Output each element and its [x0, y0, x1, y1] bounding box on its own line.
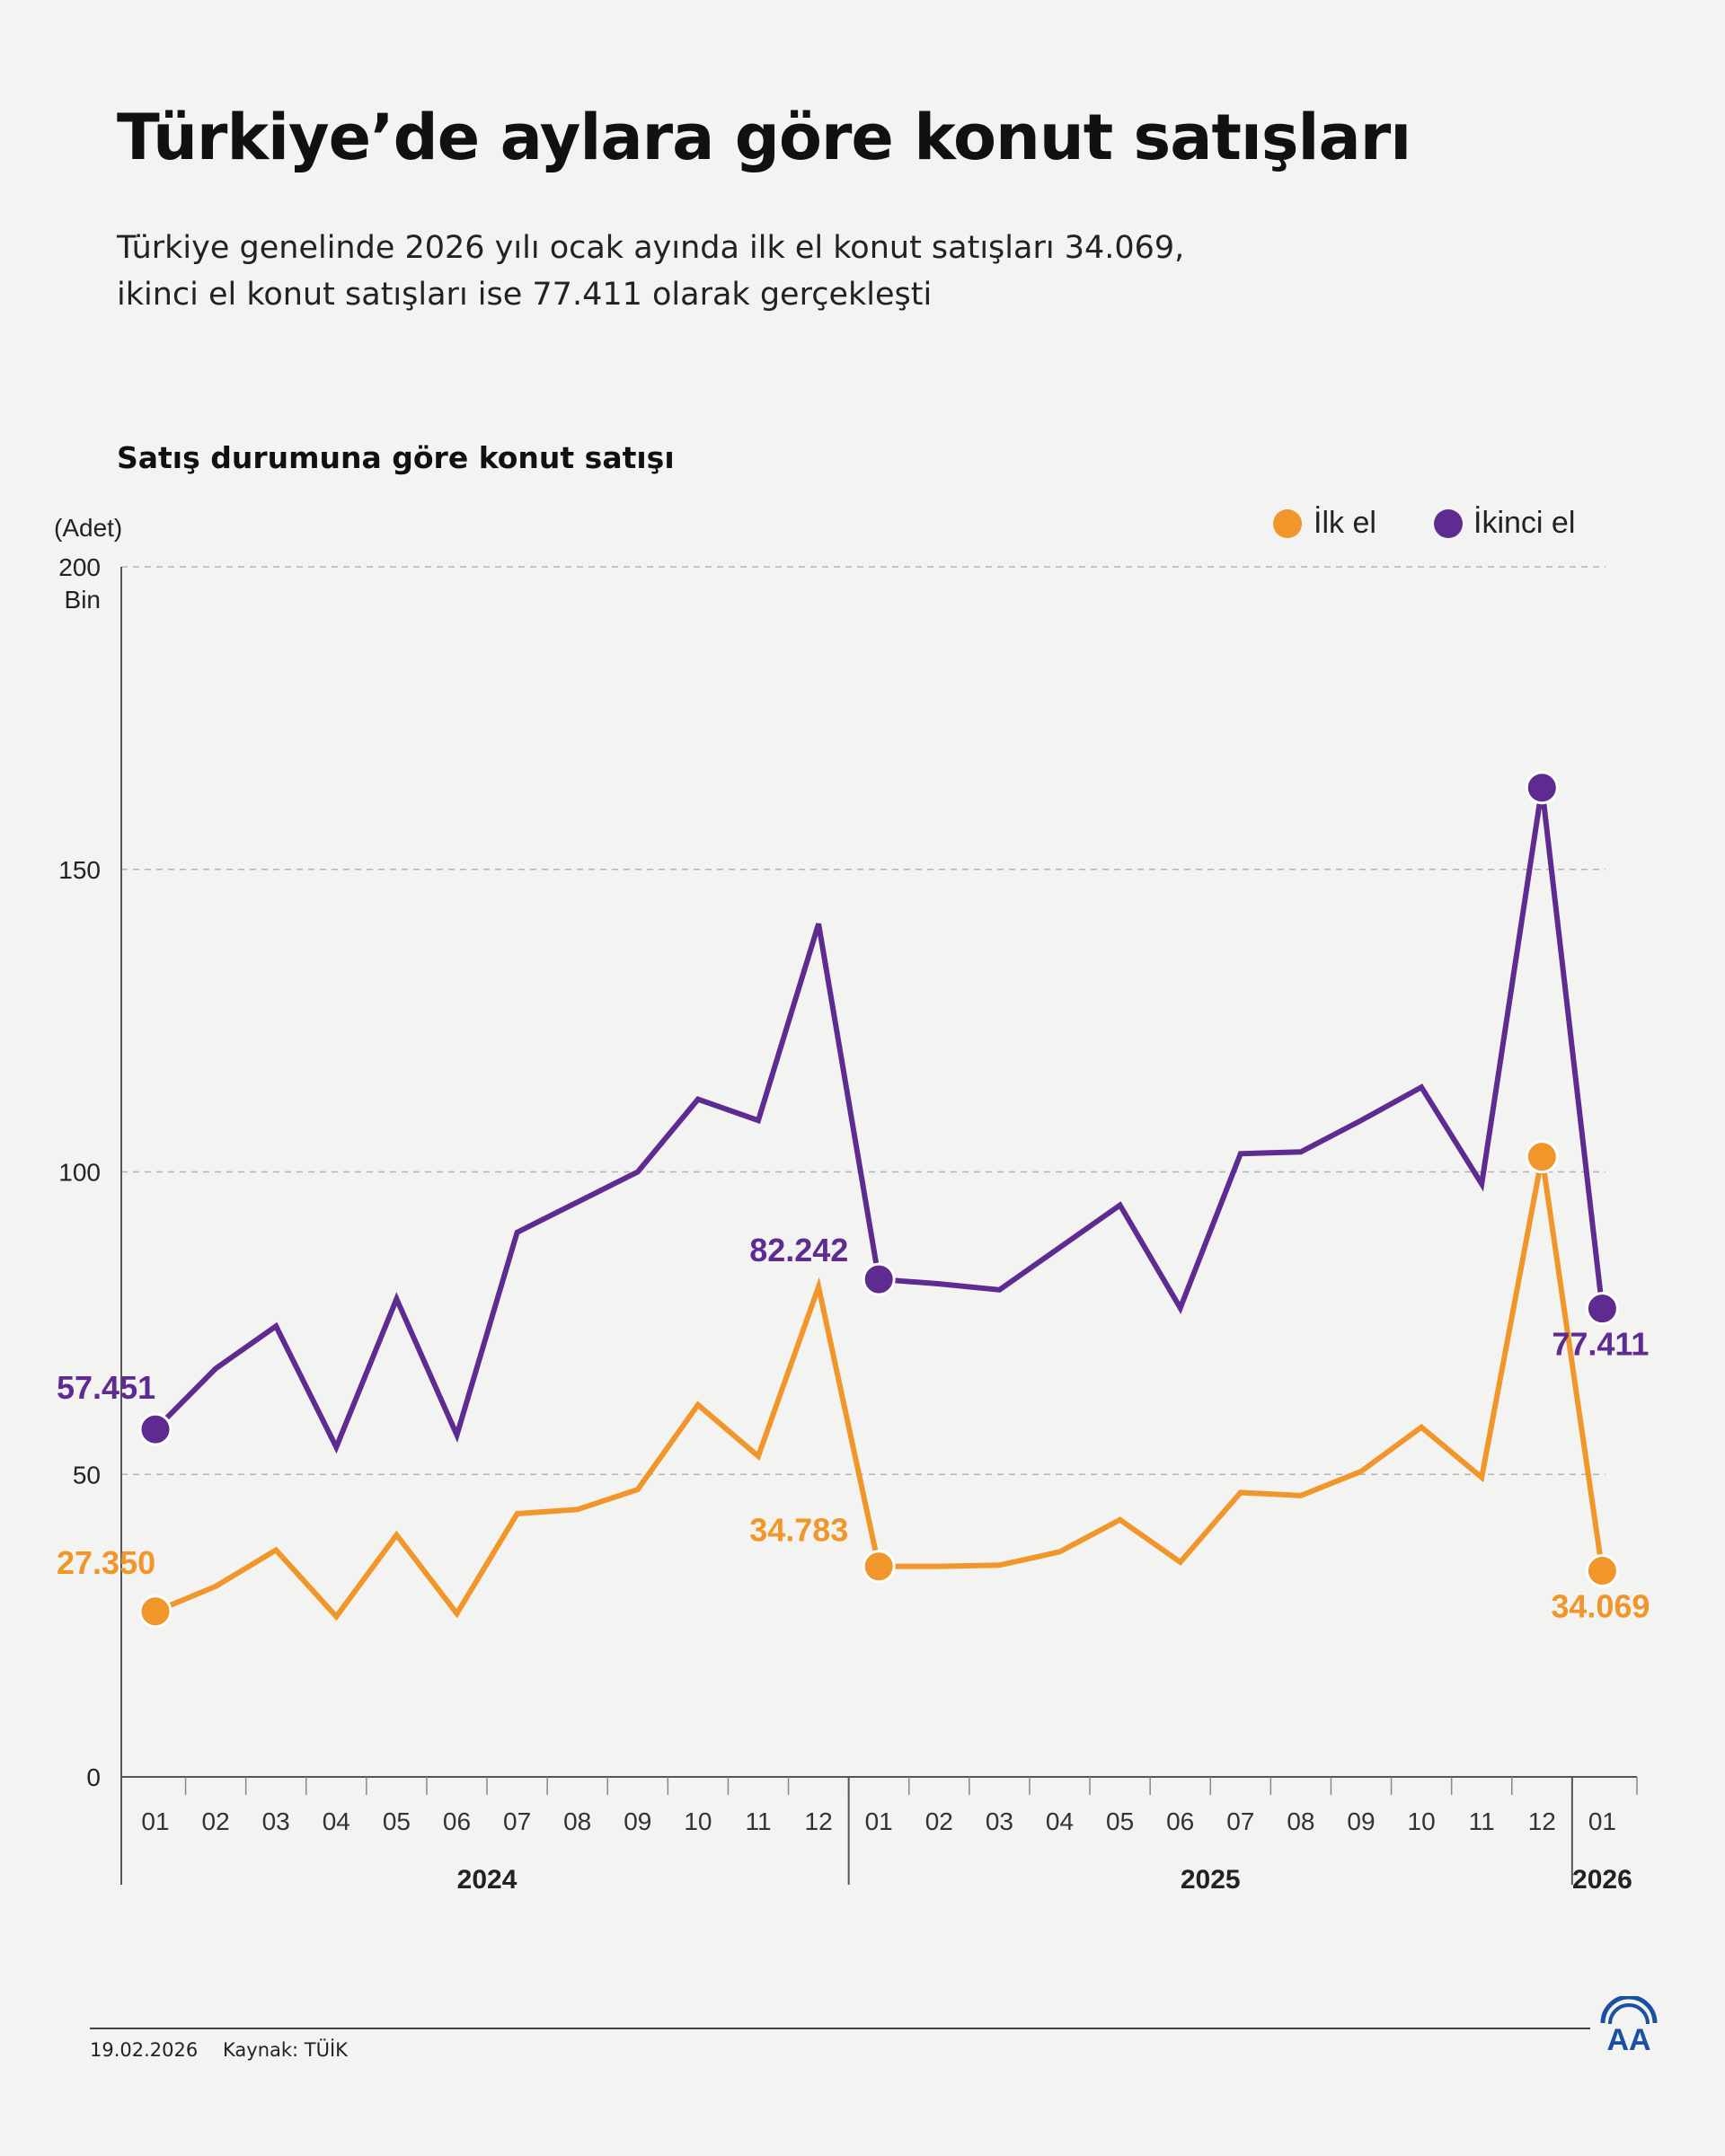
y-tick-label: 150 [58, 856, 101, 884]
subtitle-line-2: ikinci el konut satışları ise 77.411 ola… [117, 277, 933, 313]
data-point-marker [862, 1262, 896, 1296]
data-point-marker [862, 1550, 896, 1584]
x-tick-label: 01 [865, 1807, 893, 1835]
y-tick-label: 200 [58, 553, 101, 581]
data-label: 27.350 [57, 1544, 155, 1581]
x-tick-label: 11 [745, 1807, 771, 1835]
y-tick-label: 50 [73, 1461, 101, 1489]
series-line-ikinci-el [153, 787, 1606, 1454]
x-tick-label: 10 [1408, 1807, 1436, 1835]
x-tick-label: 05 [1106, 1807, 1134, 1835]
x-tick-label: 09 [624, 1807, 651, 1835]
data-point-marker [138, 1595, 172, 1629]
x-tick-label: 03 [262, 1807, 290, 1835]
footer-source: Kaynak: TÜİK [223, 2039, 348, 2061]
y-tick-label: 100 [58, 1159, 101, 1187]
footer-divider [90, 2028, 1590, 2029]
x-tick-label: 06 [443, 1807, 471, 1835]
x-tick-label: 01 [1588, 1807, 1616, 1835]
data-label: 34.069 [1551, 1588, 1650, 1625]
data-point-marker [1585, 1292, 1619, 1326]
x-tick-label: 11 [1469, 1807, 1495, 1835]
data-point-marker [1525, 771, 1559, 805]
y-axis-unit-label: (Adet) [54, 514, 122, 542]
x-tick-label: 01 [141, 1807, 169, 1835]
data-point-marker [138, 1412, 172, 1446]
year-label: 2024 [457, 1865, 518, 1895]
aa-logo-icon: AA [1600, 1996, 1658, 2054]
x-tick-label: 07 [503, 1807, 531, 1835]
legend-marker-ikinci-el [1434, 509, 1463, 538]
year-label: 2026 [1572, 1865, 1632, 1895]
y-tick-label: 0 [86, 1763, 101, 1791]
x-tick-label: 06 [1166, 1807, 1194, 1835]
page-title: Türkiye’de aylara göre konut satışları [117, 101, 1411, 174]
x-tick-label: 12 [1528, 1807, 1556, 1835]
data-label: 77.411 [1552, 1326, 1649, 1363]
data-label: 57.451 [57, 1369, 155, 1406]
y-tick-sublabel: Bin [65, 586, 101, 614]
series-line-ilk-el [153, 1156, 1606, 1621]
x-tick-label: 09 [1347, 1807, 1375, 1835]
year-label: 2025 [1181, 1865, 1241, 1895]
legend-label-ikinci-el: İkinci el [1473, 506, 1575, 540]
data-label: 82.242 [749, 1232, 848, 1268]
x-tick-label: 02 [925, 1807, 953, 1835]
x-tick-label: 08 [1287, 1807, 1314, 1835]
data-point-marker [1525, 1140, 1559, 1174]
x-tick-label: 07 [1226, 1807, 1254, 1835]
legend-label-ilk-el: İlk el [1314, 506, 1376, 540]
data-label: 34.783 [749, 1512, 848, 1549]
x-tick-label: 08 [563, 1807, 591, 1835]
footer-date: 19.02.2026 [90, 2039, 199, 2061]
x-tick-label: 02 [202, 1807, 230, 1835]
subtitle-line-1: Türkiye genelinde 2026 yılı ocak ayında … [117, 230, 1185, 266]
page-subtitle: Türkiye genelinde 2026 yılı ocak ayında … [117, 225, 1375, 318]
data-point-marker [1585, 1554, 1619, 1588]
legend-marker-ilk-el [1273, 509, 1302, 538]
chart-title: Satış durumuna göre konut satışı [117, 440, 675, 475]
x-tick-label: 05 [383, 1807, 411, 1835]
x-tick-label: 04 [323, 1807, 350, 1835]
logo-text: AA [1606, 2023, 1650, 2054]
x-tick-label: 04 [1046, 1807, 1074, 1835]
x-tick-label: 12 [805, 1807, 833, 1835]
x-tick-label: 10 [684, 1807, 712, 1835]
x-tick-label: 03 [986, 1807, 1013, 1835]
